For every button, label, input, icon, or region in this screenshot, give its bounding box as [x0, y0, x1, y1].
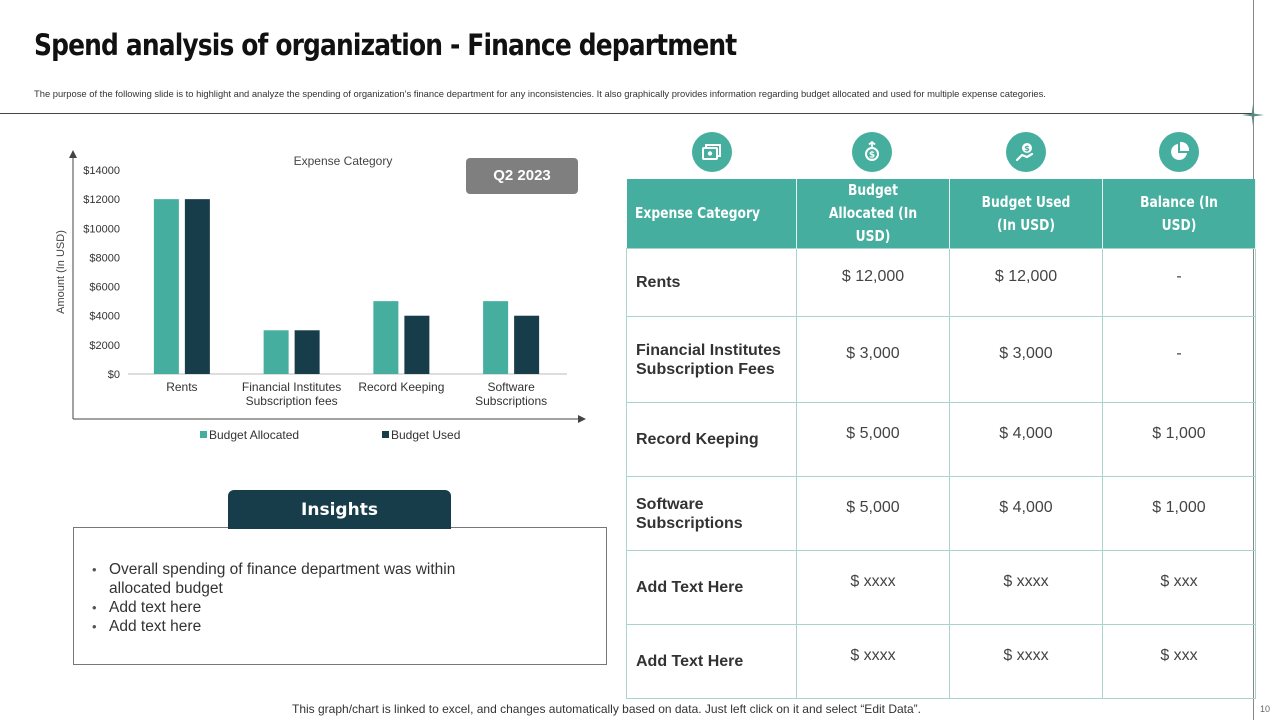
x-axis-arrowhead	[578, 415, 586, 423]
row-allocated: $ xxxx	[796, 624, 950, 699]
bar-budget-allocated	[373, 301, 399, 374]
chart-title: Expense Category	[294, 154, 393, 168]
insight-bullet: Overall spending of finance department w…	[92, 560, 489, 598]
legend-label: Budget Allocated	[209, 428, 299, 442]
svg-text:$: $	[869, 151, 875, 161]
row-allocated: $ 5,000	[796, 402, 950, 477]
row-used: $ xxxx	[949, 550, 1103, 625]
budget-used-icon: $	[852, 132, 892, 172]
page-number: 10	[1260, 704, 1271, 714]
expense-bar-chart[interactable]: Expense Category Amount (In USD) $0 $2000 $4…	[52, 146, 592, 456]
spend-table: Expense Category Budget Allocated (In US…	[626, 179, 1256, 699]
x-tick-label: Software	[487, 380, 535, 394]
chart-canvas: Expense Category Amount (In USD) $0 $2000 $4…	[55, 150, 586, 442]
header-budget-used: Budget Used (In USD)	[949, 179, 1103, 249]
row-used: $ 4,000	[949, 402, 1103, 477]
legend-swatch	[382, 431, 389, 438]
svg-text:$: $	[1024, 144, 1030, 153]
bar-budget-allocated	[263, 330, 289, 374]
y-tick-label: $0	[108, 369, 120, 381]
slide-title: Spend analysis of organization - Finance…	[34, 28, 737, 62]
bar-budget-allocated	[153, 199, 179, 374]
table-row: Software Subscriptions $ 5,000 $ 4,000 $…	[626, 476, 1256, 551]
row-balance: $ 1,000	[1102, 402, 1256, 477]
y-tick-label: $6000	[89, 282, 120, 294]
footer-note: This graph/chart is linked to excel, and…	[292, 702, 921, 716]
y-axis-arrowhead	[69, 150, 77, 158]
row-category: Rents	[626, 248, 797, 317]
y-tick-label: $14000	[83, 165, 120, 177]
pie-chart-icon	[1159, 132, 1199, 172]
row-balance: -	[1102, 248, 1256, 317]
row-category: Add Text Here	[626, 624, 797, 699]
insight-bullet: Add text here	[92, 598, 489, 617]
row-category: Record Keeping	[626, 402, 797, 477]
budget-allocated-icon	[692, 132, 732, 172]
row-balance: $ 1,000	[1102, 476, 1256, 551]
sparkle-icon	[1242, 104, 1264, 126]
row-used: $ 3,000	[949, 316, 1103, 403]
row-balance: $ xxx	[1102, 550, 1256, 625]
y-tick-label: $4000	[89, 311, 120, 323]
table-row: Add Text Here $ xxxx $ xxxx $ xxx	[626, 550, 1256, 625]
x-tick-label: Rents	[166, 380, 197, 394]
legend-label: Budget Used	[391, 428, 460, 442]
row-allocated: $ 3,000	[796, 316, 950, 403]
y-axis-label: Amount (In USD)	[55, 230, 67, 314]
insights-box: Overall spending of finance department w…	[73, 527, 607, 665]
x-tick-label: Financial Institutes	[242, 380, 341, 394]
bar-budget-used	[294, 330, 320, 374]
row-allocated: $ 12,000	[796, 248, 950, 317]
table-row: Rents $ 12,000 $ 12,000 -	[626, 248, 1256, 317]
table-row: Record Keeping $ 5,000 $ 4,000 $ 1,000	[626, 402, 1256, 477]
table-row: Financial Institutes Subscription Fees $…	[626, 316, 1256, 403]
row-category: Software Subscriptions	[626, 476, 797, 551]
row-category: Add Text Here	[626, 550, 797, 625]
header-expense-category: Expense Category	[626, 179, 797, 249]
row-used: $ xxxx	[949, 624, 1103, 699]
y-tick-label: $10000	[83, 223, 120, 235]
table-icons-row: $ $	[626, 130, 1256, 176]
header-budget-allocated: Budget Allocated (In USD)	[796, 179, 950, 249]
insights-heading: Insights	[228, 490, 451, 529]
bar-budget-used	[184, 199, 210, 374]
legend-swatch	[200, 431, 207, 438]
row-allocated: $ 5,000	[796, 476, 950, 551]
row-used: $ 12,000	[949, 248, 1103, 317]
quarter-badge: Q2 2023	[466, 158, 578, 194]
row-balance: $ xxx	[1102, 624, 1256, 699]
y-tick-label: $2000	[89, 340, 120, 352]
row-category: Financial Institutes Subscription Fees	[626, 316, 797, 403]
x-tick-label: Subscriptions	[475, 394, 547, 408]
insight-bullet: Add text here	[92, 617, 489, 636]
row-used: $ 4,000	[949, 476, 1103, 551]
bar-budget-used	[404, 315, 430, 374]
header-divider	[0, 113, 1254, 114]
table-row: Add Text Here $ xxxx $ xxxx $ xxx	[626, 624, 1256, 699]
x-tick-label: Record Keeping	[358, 380, 444, 394]
table-header-row: Expense Category Budget Allocated (In US…	[626, 179, 1256, 249]
bar-budget-used	[514, 315, 540, 374]
y-tick-label: $12000	[83, 194, 120, 206]
y-tick-label: $8000	[89, 252, 120, 264]
slide-subtitle: The purpose of the following slide is to…	[34, 88, 1046, 99]
row-balance: -	[1102, 316, 1256, 403]
x-tick-label: Subscription fees	[246, 394, 338, 408]
bar-budget-allocated	[483, 301, 509, 374]
header-balance: Balance (In USD)	[1102, 179, 1256, 249]
money-hand-icon: $	[1006, 132, 1046, 172]
insights-list: Overall spending of finance department w…	[92, 560, 489, 636]
row-allocated: $ xxxx	[796, 550, 950, 625]
